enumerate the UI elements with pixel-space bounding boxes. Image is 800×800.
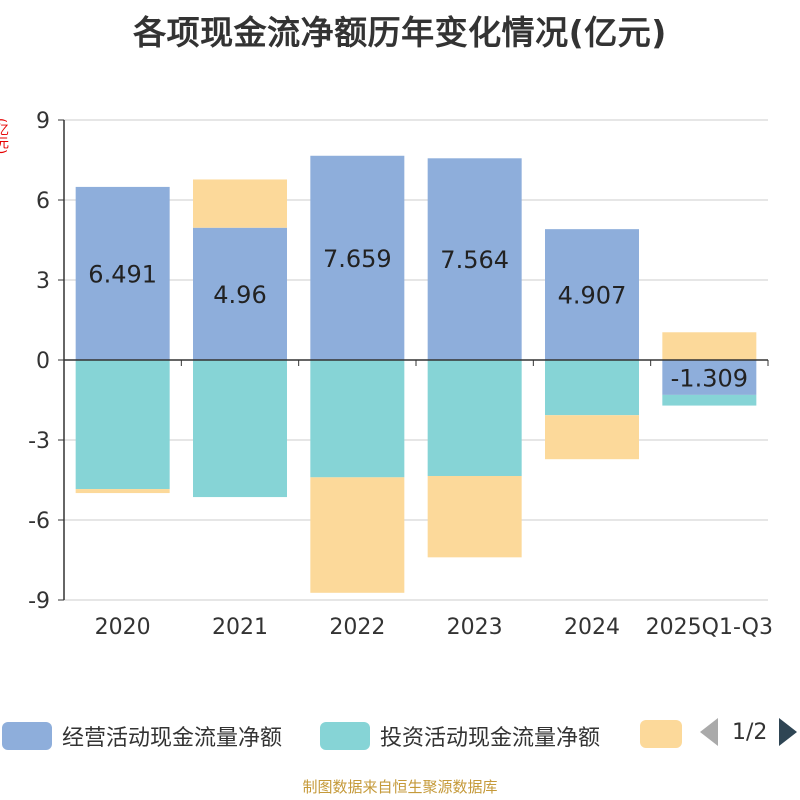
legend-swatch-investing (320, 722, 370, 750)
legend-item-financing[interactable] (640, 720, 692, 748)
x-tick-label: 2020 (95, 615, 151, 640)
bar-3-2025Q1-Q3 (662, 332, 757, 360)
legend-next-icon[interactable] (779, 718, 798, 746)
bar-2-2024 (545, 360, 639, 416)
bar-1-2020 (75, 186, 170, 360)
bar-3-2021 (193, 179, 287, 228)
bar-1-2022 (310, 155, 405, 360)
data-label: 7.659 (323, 245, 392, 273)
x-tick-label: 2025Q1-Q3 (646, 615, 773, 640)
data-source-note: 制图数据来自恒生聚源数据库 (302, 778, 498, 796)
y-tick-label: 9 (36, 109, 50, 134)
bar-1-2025Q1-Q3 (662, 360, 757, 395)
bar-3-2022 (310, 477, 405, 593)
bar-2-2023 (427, 360, 522, 476)
legend-page-indicator: 1/2 (732, 719, 768, 745)
legend: 经营活动现金流量净额 投资活动现金流量净额 1/2 (0, 712, 800, 758)
legend-swatch-financing (640, 720, 682, 748)
data-label: 7.564 (440, 246, 509, 274)
bar-2-2020 (75, 360, 170, 490)
x-tick-label: 2021 (212, 615, 268, 640)
bar-3-2020 (75, 489, 170, 494)
bar-3-2024 (545, 415, 639, 460)
y-tick-label: 0 (36, 349, 50, 374)
data-label: 6.491 (88, 260, 157, 288)
bar-1-2024 (545, 229, 639, 360)
data-label: 4.907 (558, 282, 627, 310)
data-label: -1.309 (671, 364, 748, 392)
data-label: 4.96 (213, 281, 266, 309)
chart-title: 各项现金流净额历年变化情况(亿元) (133, 13, 667, 52)
bar-1-2021 (193, 227, 287, 360)
bar-1-2023 (427, 158, 522, 360)
bar-2-2025Q1-Q3 (662, 394, 757, 406)
chart-area: 9 6 3 0 -3 -6 -9 6.491 4.96 7.659 7.564 4.907 -1.309… (28, 109, 773, 640)
legend-label-operating: 经营活动现金流量净额 (62, 726, 283, 751)
x-tick-label: 2024 (564, 615, 620, 640)
legend-item-operating[interactable]: 经营活动现金流量净额 (2, 720, 282, 752)
y-axis-unit: (亿元) (0, 118, 8, 155)
legend-swatch-operating (2, 722, 52, 750)
y-tick-label: -9 (28, 589, 50, 614)
x-tick-label: 2023 (447, 615, 503, 640)
bar-2-2022 (310, 360, 405, 478)
y-tick-label: -3 (28, 429, 50, 454)
legend-prev-icon[interactable] (700, 718, 718, 746)
legend-label-investing: 投资活动现金流量净额 (380, 726, 601, 751)
y-tick-label: 6 (36, 189, 50, 214)
y-tick-label: -6 (28, 509, 50, 534)
bar-2-2021 (193, 360, 287, 498)
y-tick-label: 3 (36, 269, 50, 294)
legend-pager: 1/2 (700, 718, 798, 746)
bar-3-2023 (427, 476, 522, 558)
x-tick-label: 2022 (329, 615, 385, 640)
legend-item-investing[interactable]: 投资活动现金流量净额 (320, 720, 600, 752)
